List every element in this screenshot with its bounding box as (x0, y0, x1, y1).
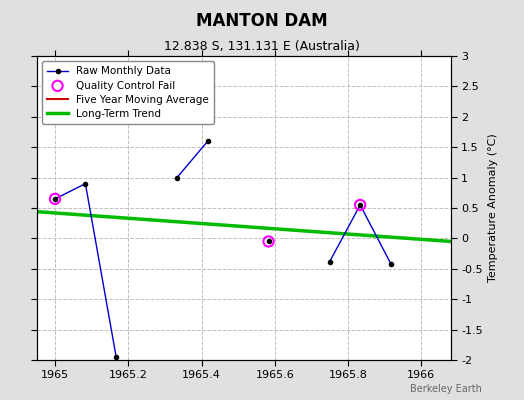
Text: Berkeley Earth: Berkeley Earth (410, 384, 482, 394)
Raw Monthly Data (52, 196, 58, 201)
Y-axis label: Temperature Anomaly (°C): Temperature Anomaly (°C) (488, 134, 498, 282)
Quality Control Fail (265, 238, 273, 245)
Legend: Raw Monthly Data, Quality Control Fail, Five Year Moving Average, Long-Term Tren: Raw Monthly Data, Quality Control Fail, … (42, 61, 214, 124)
Raw Monthly Data (82, 181, 89, 186)
Text: 12.838 S, 131.131 E (Australia): 12.838 S, 131.131 E (Australia) (164, 40, 360, 53)
Text: MANTON DAM: MANTON DAM (196, 12, 328, 30)
Line: Raw Monthly Data: Raw Monthly Data (53, 182, 118, 359)
Quality Control Fail (356, 202, 364, 208)
Raw Monthly Data (113, 354, 119, 359)
Quality Control Fail (51, 196, 59, 202)
